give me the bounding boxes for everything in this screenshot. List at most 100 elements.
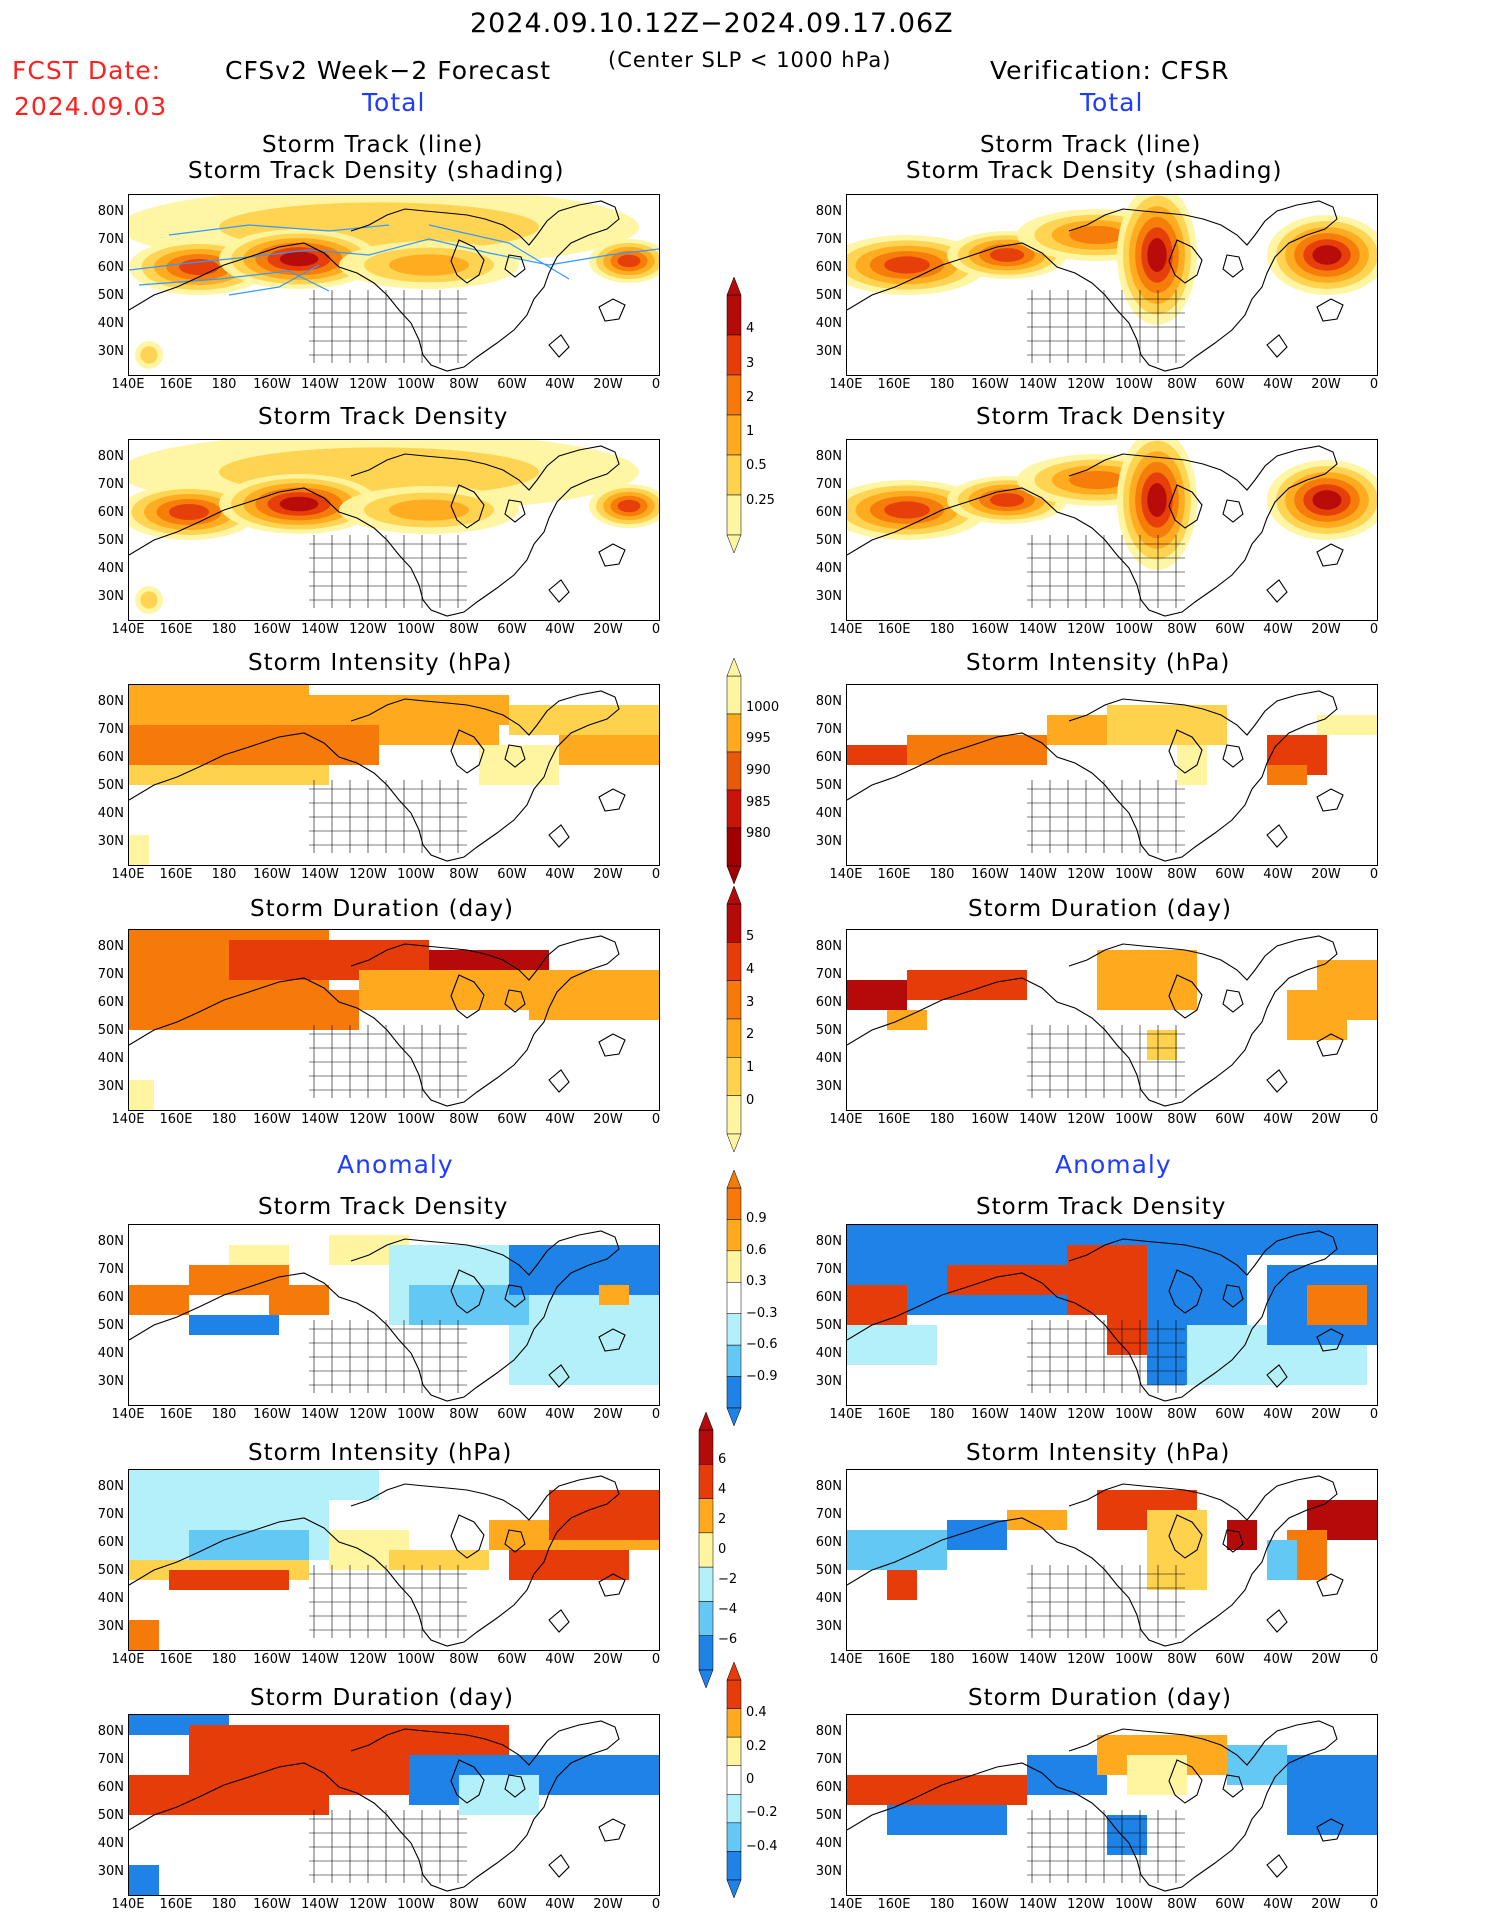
lon-label: 0 <box>1369 1407 1379 1422</box>
map-panel-anom-intensity-left <box>128 1469 660 1651</box>
colorbar-duration-anom-label: 0 <box>746 1772 755 1787</box>
lat-label: 50N <box>97 1808 124 1823</box>
colorbar-duration-total-label: 2 <box>746 1027 755 1043</box>
lon-label: 80W <box>449 1652 479 1667</box>
colorbar-duration-total <box>726 885 742 1153</box>
lat-label: 40N <box>815 1346 842 1361</box>
lat-label: 70N <box>815 232 842 247</box>
lon-label: 140E <box>829 377 863 392</box>
total-label-right: Total <box>1080 88 1144 117</box>
lat-label: 80N <box>97 204 124 219</box>
map-panel-density-left <box>128 439 660 621</box>
title-density-left: Storm Track Density <box>258 404 509 430</box>
lat-label: 70N <box>815 1262 842 1277</box>
lat-label: 70N <box>815 1507 842 1522</box>
lon-label: 20W <box>593 377 623 392</box>
map-panel-anom-density-left <box>128 1224 660 1406</box>
lon-label: 140E <box>829 1652 863 1667</box>
lon-label: 60W <box>497 867 527 882</box>
colorbar-density-anom-label: −0.6 <box>746 1337 778 1353</box>
lat-label: 80N <box>97 939 124 954</box>
map-panel-intensity-left <box>128 684 660 866</box>
lon-label: 40W <box>1263 622 1293 637</box>
lon-label: 120W <box>1067 377 1105 392</box>
lon-label: 180 <box>929 1897 955 1912</box>
lon-label: 20W <box>1311 1112 1341 1127</box>
lon-label: 80W <box>1167 1112 1197 1127</box>
lon-label: 40W <box>545 377 575 392</box>
lat-label: 70N <box>97 477 124 492</box>
colorbar-duration-anom <box>726 1661 742 1899</box>
lon-label: 120W <box>1067 622 1105 637</box>
lon-label: 0 <box>651 1407 661 1422</box>
lon-label: 140W <box>1019 1652 1057 1667</box>
lat-label: 60N <box>815 260 842 275</box>
lon-label: 60W <box>1215 622 1245 637</box>
lat-label: 80N <box>815 1234 842 1249</box>
lat-label: 60N <box>97 260 124 275</box>
colorbar-density-anom-label: 0.3 <box>746 1274 767 1290</box>
colorbar-intensity-anom-label: −2 <box>718 1572 738 1587</box>
date-range: 2024.09.10.12Z−2024.09.17.06Z <box>470 8 954 39</box>
lat-label: 50N <box>815 1808 842 1823</box>
lon-label: 40W <box>545 1112 575 1127</box>
lon-label: 140W <box>301 1652 339 1667</box>
lon-label: 60W <box>1215 1897 1245 1912</box>
lon-label: 120W <box>1067 867 1105 882</box>
lon-label: 20W <box>1311 1897 1341 1912</box>
lat-label: 50N <box>815 1563 842 1578</box>
colorbar-density-total-label: 4 <box>746 321 755 337</box>
lon-label: 160W <box>253 377 291 392</box>
lon-label: 20W <box>1311 622 1341 637</box>
lon-label: 160W <box>971 1897 1009 1912</box>
title-duration-left: Storm Duration (day) <box>250 896 514 922</box>
lat-label: 40N <box>815 806 842 821</box>
lat-label: 30N <box>97 1619 124 1634</box>
lon-label: 80W <box>449 1112 479 1127</box>
lat-label: 40N <box>97 1591 124 1606</box>
lon-label: 120W <box>1067 1897 1105 1912</box>
lon-label: 140W <box>301 1897 339 1912</box>
lat-label: 70N <box>97 967 124 982</box>
lon-label: 20W <box>593 622 623 637</box>
lon-label: 100W <box>397 1652 435 1667</box>
colorbar-density-total-label: 2 <box>746 389 755 405</box>
lat-label: 50N <box>815 533 842 548</box>
lon-label: 20W <box>593 1897 623 1912</box>
colorbar-intensity-anom-label: −6 <box>718 1632 738 1647</box>
lon-label: 100W <box>397 377 435 392</box>
lon-label: 100W <box>397 867 435 882</box>
lon-label: 80W <box>1167 1652 1197 1667</box>
lon-label: 140W <box>1019 622 1057 637</box>
lon-label: 160E <box>159 1652 193 1667</box>
lon-label: 40W <box>1263 1897 1293 1912</box>
lon-label: 160E <box>877 1897 911 1912</box>
lon-label: 20W <box>593 1112 623 1127</box>
lat-label: 30N <box>97 1374 124 1389</box>
lat-label: 30N <box>815 834 842 849</box>
lon-label: 40W <box>1263 1652 1293 1667</box>
colorbar-duration-anom-label: 0.2 <box>746 1738 767 1754</box>
lat-label: 50N <box>97 288 124 303</box>
lon-label: 140E <box>111 1652 145 1667</box>
lon-label: 80W <box>1167 377 1197 392</box>
lon-label: 120W <box>349 1897 387 1912</box>
lon-label: 120W <box>349 1407 387 1422</box>
colorbar-intensity-total-label: 995 <box>746 731 771 747</box>
lon-label: 140W <box>301 377 339 392</box>
lat-label: 60N <box>97 1535 124 1550</box>
colorbar-intensity-anom <box>698 1411 714 1689</box>
lon-label: 140W <box>1019 867 1057 882</box>
lon-label: 20W <box>1311 1407 1341 1422</box>
lon-label: 180 <box>211 867 237 882</box>
lon-label: 80W <box>449 622 479 637</box>
lon-label: 20W <box>593 1652 623 1667</box>
lon-label: 100W <box>397 1112 435 1127</box>
lon-label: 180 <box>211 1112 237 1127</box>
lon-label: 40W <box>545 1652 575 1667</box>
lat-label: 60N <box>97 750 124 765</box>
forecast-title: CFSv2 Week−2 Forecast <box>225 56 551 85</box>
lat-label: 30N <box>97 1079 124 1094</box>
lon-label: 0 <box>651 867 661 882</box>
lon-label: 60W <box>497 377 527 392</box>
